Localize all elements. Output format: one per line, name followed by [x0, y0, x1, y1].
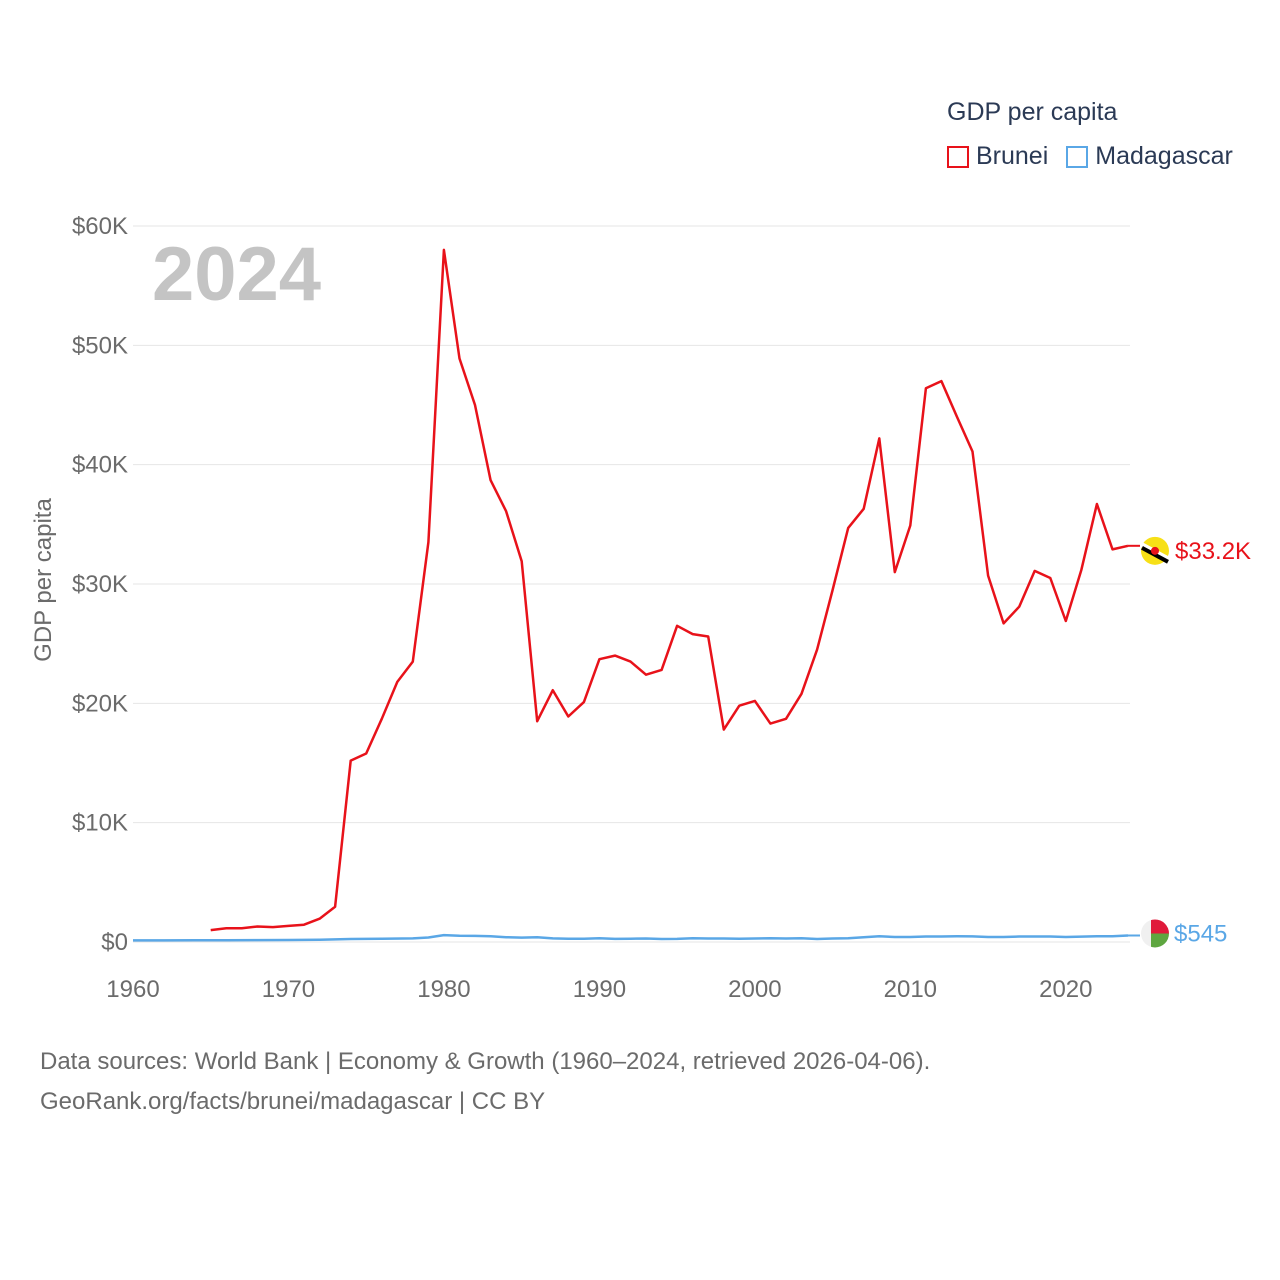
source-line-2: GeoRank.org/facts/brunei/madagascar | CC…	[40, 1088, 546, 1115]
year-label: 2024	[152, 232, 321, 317]
y-tick-label: $0	[101, 929, 128, 956]
x-tick-label: 2000	[728, 976, 781, 1003]
y-tick-label: $10K	[72, 810, 128, 837]
legend-label-madagascar: Madagascar	[1095, 142, 1233, 170]
x-tick-label: 2020	[1039, 976, 1092, 1003]
legend-label-brunei: Brunei	[976, 142, 1049, 170]
madagascar-flag-icon	[1141, 919, 1169, 948]
x-tick-label: 1960	[106, 976, 159, 1003]
series-lines	[133, 248, 1140, 942]
y-tick-labels: $0 $10K $20K $30K $40K $50K $60K	[72, 213, 128, 956]
y-tick-label: $40K	[72, 452, 128, 479]
series-line-madagascar[interactable]	[133, 933, 1129, 942]
legend-swatch-brunei	[947, 145, 969, 168]
y-axis-label: GDP per capita	[30, 498, 57, 662]
x-tick-label: 1990	[573, 976, 626, 1003]
brunei-flag-icon	[1140, 536, 1170, 565]
legend-swatch-madagascar	[1066, 145, 1089, 168]
madagascar-end-value: $545	[1174, 920, 1227, 947]
x-tick-labels: 1960 1970 1980 1990 2000 2010 2020	[106, 976, 1092, 1003]
legend-item-brunei[interactable]: Brunei	[947, 142, 1048, 171]
y-tick-label: $60K	[72, 213, 128, 240]
source-note: Data sources: World Bank | Economy & Gro…	[40, 1042, 930, 1122]
legend-title: GDP per capita	[947, 98, 1118, 126]
x-tick-label: 1980	[417, 976, 470, 1003]
x-tick-label: 2010	[884, 976, 937, 1003]
source-line-1: Data sources: World Bank | Economy & Gro…	[40, 1048, 931, 1075]
grid-lines	[133, 225, 1130, 943]
x-tick-label: 1970	[262, 976, 315, 1003]
brunei-end-value: $33.2K	[1175, 538, 1251, 565]
y-tick-label: $20K	[72, 690, 128, 717]
y-tick-label: $30K	[72, 571, 128, 598]
legend-item-madagascar[interactable]: Madagascar	[1066, 142, 1233, 171]
series-line-brunei[interactable]	[210, 248, 1129, 932]
legend: Brunei Madagascar	[947, 142, 1233, 171]
y-tick-label: $50K	[72, 332, 128, 359]
